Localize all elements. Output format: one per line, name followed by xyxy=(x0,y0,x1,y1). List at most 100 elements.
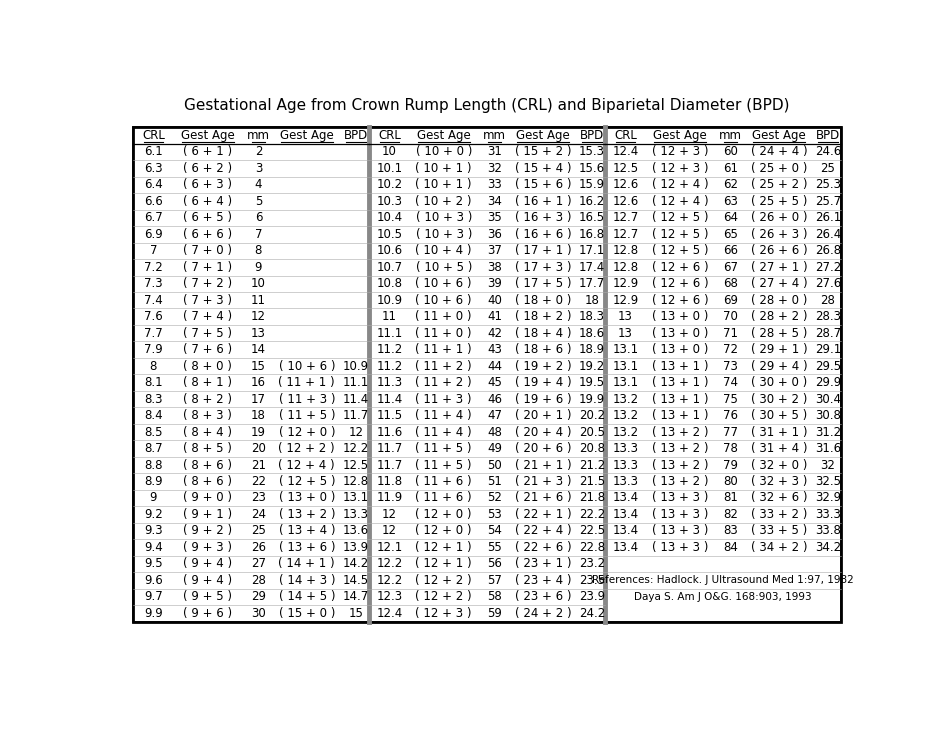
Text: ( 11 + 6 ): ( 11 + 6 ) xyxy=(415,492,472,504)
Text: CRL: CRL xyxy=(614,129,637,142)
Text: 11.7: 11.7 xyxy=(376,442,403,455)
Text: ( 8 + 3 ): ( 8 + 3 ) xyxy=(183,409,232,422)
Text: ( 16 + 6 ): ( 16 + 6 ) xyxy=(515,228,571,241)
Text: 8: 8 xyxy=(150,360,157,372)
Text: 10.6: 10.6 xyxy=(376,244,403,257)
Text: 29.9: 29.9 xyxy=(815,376,841,389)
Text: ( 11 + 5 ): ( 11 + 5 ) xyxy=(278,409,335,422)
Text: 57: 57 xyxy=(487,574,502,587)
Text: 62: 62 xyxy=(723,178,738,191)
Text: 23.9: 23.9 xyxy=(579,590,605,603)
Text: 13.1: 13.1 xyxy=(613,376,638,389)
Text: 5: 5 xyxy=(255,195,262,208)
Text: ( 10 + 4 ): ( 10 + 4 ) xyxy=(415,244,472,257)
Text: ( 13 + 1 ): ( 13 + 1 ) xyxy=(652,393,708,405)
Text: 29.1: 29.1 xyxy=(815,343,841,356)
Text: 78: 78 xyxy=(723,442,738,455)
Text: ( 29 + 4 ): ( 29 + 4 ) xyxy=(750,360,808,372)
Text: ( 24 + 4 ): ( 24 + 4 ) xyxy=(750,145,808,158)
Text: ( 13 + 4 ): ( 13 + 4 ) xyxy=(278,524,335,537)
Text: ( 20 + 4 ): ( 20 + 4 ) xyxy=(515,426,571,438)
Text: 16: 16 xyxy=(251,376,266,389)
Text: 24.6: 24.6 xyxy=(815,145,841,158)
Text: 11.2: 11.2 xyxy=(376,360,403,372)
Text: 12.9: 12.9 xyxy=(613,277,638,290)
Text: 11: 11 xyxy=(251,294,266,306)
Text: 34.2: 34.2 xyxy=(815,541,841,554)
Text: 6.9: 6.9 xyxy=(144,228,162,241)
Text: 15: 15 xyxy=(251,360,266,372)
Text: ( 21 + 6 ): ( 21 + 6 ) xyxy=(515,492,571,504)
Text: ( 20 + 1 ): ( 20 + 1 ) xyxy=(515,409,571,422)
Text: ( 7 + 3 ): ( 7 + 3 ) xyxy=(183,294,232,306)
Text: ( 12 + 6 ): ( 12 + 6 ) xyxy=(652,261,708,274)
Text: 8.3: 8.3 xyxy=(144,393,162,405)
Text: 26.8: 26.8 xyxy=(815,244,841,257)
Text: ( 12 + 0 ): ( 12 + 0 ) xyxy=(278,426,335,438)
Text: ( 12 + 5 ): ( 12 + 5 ) xyxy=(652,228,708,241)
Text: 50: 50 xyxy=(487,459,502,471)
Text: 7.2: 7.2 xyxy=(144,261,162,274)
Text: 27: 27 xyxy=(251,557,266,570)
Text: 18.9: 18.9 xyxy=(579,343,605,356)
Text: ( 12 + 1 ): ( 12 + 1 ) xyxy=(415,557,472,570)
Text: 10.5: 10.5 xyxy=(376,228,403,241)
Text: 32.9: 32.9 xyxy=(815,492,841,504)
Text: 65: 65 xyxy=(723,228,738,241)
Text: 13.1: 13.1 xyxy=(613,343,638,356)
Text: Gest Age: Gest Age xyxy=(752,129,806,142)
Text: 6.1: 6.1 xyxy=(144,145,162,158)
Text: 21.8: 21.8 xyxy=(579,492,605,504)
Text: ( 13 + 3 ): ( 13 + 3 ) xyxy=(652,524,708,537)
Text: 71: 71 xyxy=(723,327,738,339)
Text: 12.5: 12.5 xyxy=(613,162,638,175)
Text: 28: 28 xyxy=(251,574,266,587)
Text: 24.2: 24.2 xyxy=(579,607,605,620)
Text: ( 19 + 6 ): ( 19 + 6 ) xyxy=(515,393,571,405)
Text: ( 8 + 4 ): ( 8 + 4 ) xyxy=(183,426,232,438)
Text: 16.5: 16.5 xyxy=(579,211,605,224)
Text: 28: 28 xyxy=(821,294,835,306)
Text: 23: 23 xyxy=(251,492,266,504)
Text: 12.6: 12.6 xyxy=(613,195,638,208)
Text: 12.8: 12.8 xyxy=(343,475,369,488)
Text: ( 32 + 0 ): ( 32 + 0 ) xyxy=(750,459,808,471)
Text: ( 16 + 3 ): ( 16 + 3 ) xyxy=(515,211,571,224)
Text: 10.7: 10.7 xyxy=(376,261,403,274)
Text: 31.6: 31.6 xyxy=(815,442,841,455)
Text: 12.1: 12.1 xyxy=(376,541,403,554)
Text: 38: 38 xyxy=(487,261,502,274)
Text: ( 10 + 2 ): ( 10 + 2 ) xyxy=(415,195,472,208)
Text: ( 10 + 6 ): ( 10 + 6 ) xyxy=(278,360,335,372)
Text: 18: 18 xyxy=(584,294,599,306)
Text: ( 8 + 0 ): ( 8 + 0 ) xyxy=(183,360,232,372)
Text: 12.7: 12.7 xyxy=(613,211,638,224)
Text: ( 6 + 5 ): ( 6 + 5 ) xyxy=(183,211,232,224)
Text: 11.9: 11.9 xyxy=(376,492,403,504)
Text: ( 9 + 5 ): ( 9 + 5 ) xyxy=(183,590,232,603)
Text: 80: 80 xyxy=(723,475,738,488)
Text: ( 12 + 1 ): ( 12 + 1 ) xyxy=(415,541,472,554)
Text: 33.8: 33.8 xyxy=(815,524,841,537)
Text: ( 20 + 6 ): ( 20 + 6 ) xyxy=(515,442,571,455)
Text: 13.3: 13.3 xyxy=(613,442,638,455)
Text: Gest Age: Gest Age xyxy=(280,129,333,142)
Text: 12.6: 12.6 xyxy=(613,178,638,191)
Text: 28.7: 28.7 xyxy=(815,327,841,339)
Text: ( 10 + 5 ): ( 10 + 5 ) xyxy=(415,261,472,274)
Text: ( 9 + 6 ): ( 9 + 6 ) xyxy=(183,607,232,620)
Text: 14: 14 xyxy=(251,343,266,356)
Text: 7.9: 7.9 xyxy=(144,343,162,356)
Text: 41: 41 xyxy=(487,310,502,323)
Text: 13.1: 13.1 xyxy=(343,492,369,504)
Text: 30.8: 30.8 xyxy=(815,409,841,422)
Text: ( 28 + 0 ): ( 28 + 0 ) xyxy=(750,294,808,306)
Text: ( 7 + 6 ): ( 7 + 6 ) xyxy=(183,343,232,356)
Text: ( 10 + 6 ): ( 10 + 6 ) xyxy=(415,294,472,306)
Text: 10.1: 10.1 xyxy=(376,162,403,175)
Text: ( 22 + 6 ): ( 22 + 6 ) xyxy=(515,541,571,554)
Text: ( 17 + 1 ): ( 17 + 1 ) xyxy=(515,244,571,257)
Text: ( 13 + 3 ): ( 13 + 3 ) xyxy=(652,508,708,521)
Text: ( 13 + 0 ): ( 13 + 0 ) xyxy=(278,492,335,504)
Text: 29: 29 xyxy=(251,590,266,603)
